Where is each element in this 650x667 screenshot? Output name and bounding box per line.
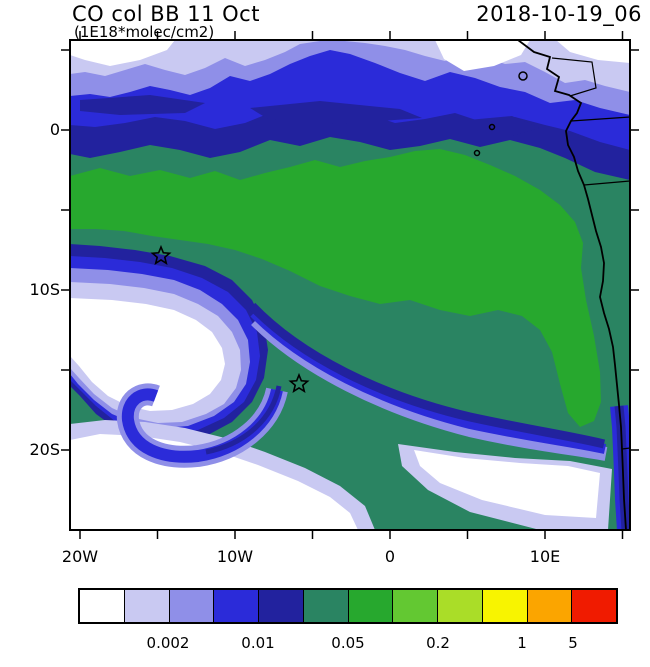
colorbar-cell — [482, 590, 528, 622]
colorbar-label: 1 — [517, 634, 527, 652]
bottomright-white-wedge — [414, 450, 600, 518]
navy-streak-1 — [80, 95, 205, 115]
colorbar-cell — [572, 590, 616, 622]
pocket-core-white — [70, 298, 225, 411]
colorbar — [78, 588, 618, 624]
island-bioko — [518, 71, 528, 81]
north-white-patch-right — [556, 40, 630, 63]
north-white-patch-left — [70, 40, 175, 66]
star-marker-2 — [288, 372, 310, 393]
country-border-4 — [621, 447, 630, 450]
colorbar-cell — [80, 590, 125, 622]
colorbar-label: 0.002 — [146, 634, 190, 652]
navy-streak-3 — [468, 116, 540, 136]
plume-arc-navy — [248, 302, 606, 449]
axis-ticks — [61, 31, 639, 539]
coastline — [517, 40, 627, 530]
hook-navy-edge — [205, 385, 282, 455]
x-axis-label-0: 0 — [384, 547, 396, 566]
y-axis-label-0: 0 — [49, 120, 60, 139]
colorbar-cell — [303, 590, 349, 622]
colorbar-label: 5 — [568, 634, 578, 652]
colorbar-cell — [527, 590, 573, 622]
colorbar-label: 0.2 — [426, 634, 450, 652]
island-sao-tome — [473, 149, 481, 157]
green-plume — [70, 149, 601, 427]
island-principe — [488, 123, 496, 131]
colorbar-cell — [393, 590, 438, 622]
country-border-2 — [570, 116, 630, 122]
y-axis-label-20s: 20S — [29, 440, 60, 459]
colorbar-cell — [259, 590, 304, 622]
colorbar-cell — [214, 590, 259, 622]
colorbar-label: 0.05 — [331, 634, 365, 652]
colorbar-cell — [438, 590, 483, 622]
units-label: (1E18*molec/cm2) — [74, 23, 215, 41]
figure-title: CO col BB 11 Oct — [72, 2, 260, 26]
colorbar-label: 0.01 — [241, 634, 275, 652]
run-datetime: 2018-10-19_06 — [476, 2, 642, 26]
y-axis-label-10s: 10S — [29, 280, 60, 299]
contour-field — [70, 40, 630, 530]
x-axis-label-10w: 10W — [216, 547, 254, 566]
navy-streak-2 — [250, 101, 422, 124]
colorbar-cell — [124, 590, 170, 622]
colorbar-cell — [348, 590, 394, 622]
x-axis-label-10e: 10E — [529, 547, 561, 566]
country-border-1 — [551, 57, 597, 97]
star-marker-1 — [150, 244, 172, 265]
x-axis-label-20w: 20W — [61, 547, 99, 566]
colorbar-cell — [169, 590, 215, 622]
map-border — [69, 39, 631, 531]
country-border-3 — [583, 180, 630, 186]
bottomleft-white — [70, 434, 358, 530]
north-white-patch-center — [435, 40, 530, 71]
